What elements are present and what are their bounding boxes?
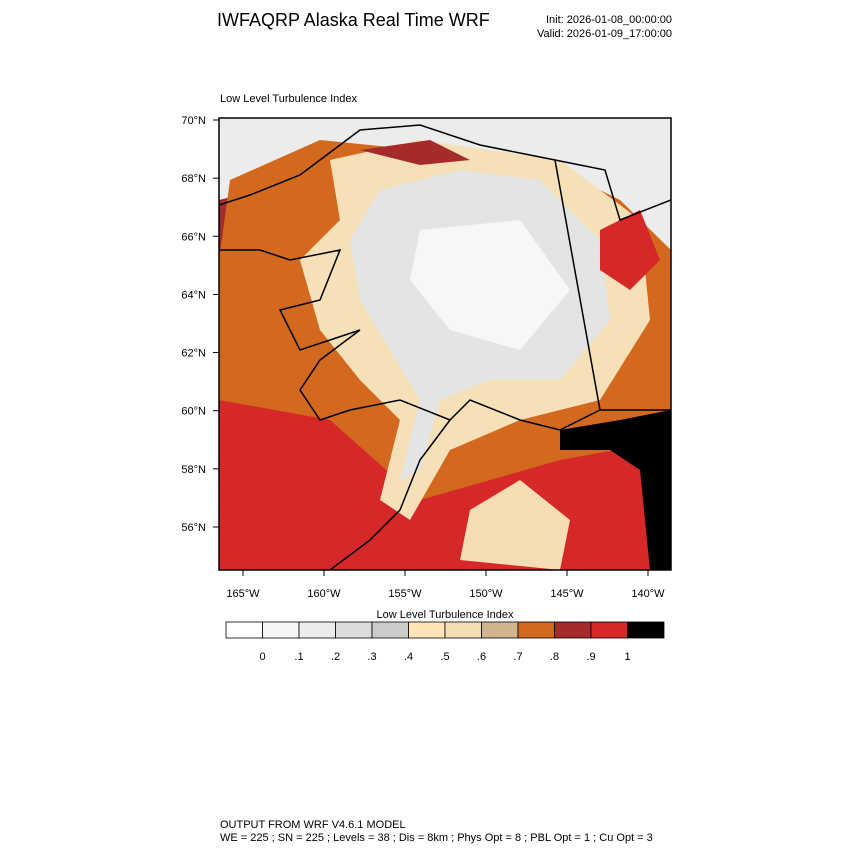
- lat-tick-label: 60°N: [181, 406, 206, 418]
- colorbar-label: .4: [404, 651, 413, 663]
- map-label: Low Level Turbulence Index: [220, 93, 357, 105]
- lat-tick-label: 62°N: [181, 348, 206, 360]
- colorbar-box: [408, 621, 446, 639]
- lat-tick-label: 64°N: [181, 289, 206, 301]
- lon-tick-label: 140°W: [631, 588, 665, 600]
- lat-tick-label: 66°N: [181, 231, 206, 243]
- footer-line: OUTPUT FROM WRF V4.6.1 MODEL: [220, 819, 406, 831]
- colorbar-box: [335, 621, 373, 639]
- colorbar-label: .2: [331, 651, 340, 663]
- colorbar-box: [262, 621, 300, 639]
- coastlines: [219, 124, 671, 570]
- colorbar-box: [590, 621, 628, 639]
- lat-tick-label: 70°N: [181, 115, 206, 127]
- lon-tick-label: 145°W: [550, 588, 584, 600]
- lat-tick-label: 58°N: [181, 464, 206, 476]
- colorbar-box: [481, 621, 519, 639]
- lon-tick-label: 155°W: [388, 588, 422, 600]
- lon-tick-label: 150°W: [469, 588, 503, 600]
- colorbar-label: .9: [586, 651, 595, 663]
- colorbar-label: .3: [367, 651, 376, 663]
- colorbar-box: [225, 621, 263, 639]
- lat-tick-label: 68°N: [181, 173, 206, 185]
- colorbar-box: [517, 621, 555, 639]
- title: IWFAQRP Alaska Real Time WRF: [217, 10, 490, 30]
- colorbar-box: [554, 621, 592, 639]
- colorbar-box: [627, 621, 665, 639]
- colorbar-label: .1: [294, 651, 303, 663]
- colorbar-box: [444, 621, 482, 639]
- colorbar-label: .8: [550, 651, 559, 663]
- valid-time: Valid: 2026-01-09_17:00:00: [537, 28, 672, 40]
- init-time: Init: 2026-01-08_00:00:00: [546, 14, 672, 26]
- colorbar-label: .7: [513, 651, 522, 663]
- colorbar-title: Low Level Turbulence Index: [377, 609, 514, 621]
- colorbar-label: 0: [259, 651, 265, 663]
- lat-tick-label: 56°N: [181, 522, 206, 534]
- map-field: [219, 118, 671, 570]
- map-frame: [218, 117, 672, 571]
- lon-tick-label: 160°W: [307, 588, 341, 600]
- colorbar-label: .5: [440, 651, 449, 663]
- colorbar-box: [371, 621, 409, 639]
- colorbar-box: [298, 621, 336, 639]
- lon-tick-label: 165°W: [226, 588, 260, 600]
- colorbar-label: .6: [477, 651, 486, 663]
- colorbar-label: 1: [624, 651, 630, 663]
- footer-line: WE = 225 ; SN = 225 ; Levels = 38 ; Dis …: [220, 832, 653, 844]
